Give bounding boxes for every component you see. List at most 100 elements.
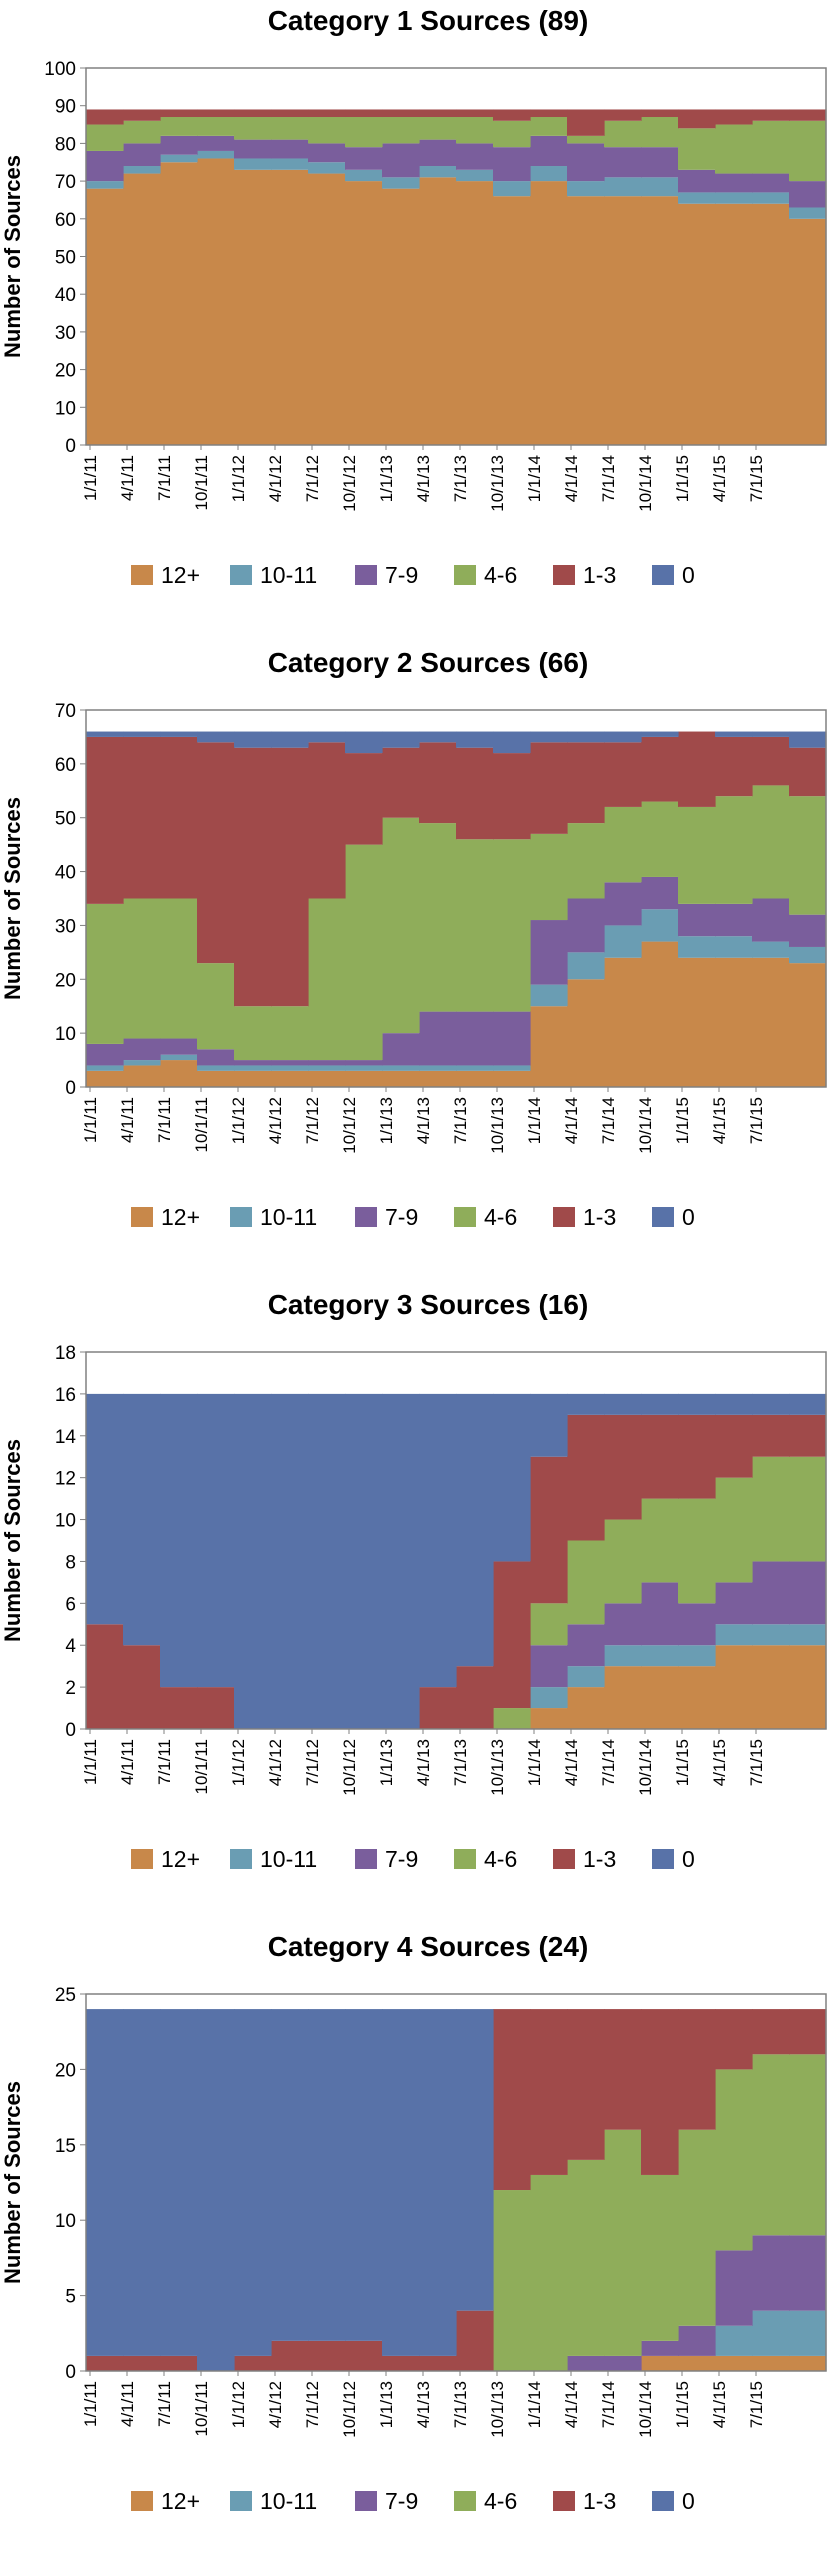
area-segment bbox=[345, 181, 383, 445]
y-tick-label: 2 bbox=[65, 1678, 76, 1699]
y-tick-label: 8 bbox=[65, 1552, 76, 1573]
area-segment bbox=[419, 1070, 457, 1087]
chart-title: Category 4 Sources (24) bbox=[268, 1931, 589, 1962]
legend-swatch bbox=[652, 1207, 674, 1227]
x-tick-label: 1/1/11 bbox=[81, 1097, 100, 1143]
area-segment bbox=[641, 2009, 679, 2175]
area-segment bbox=[493, 2190, 531, 2371]
legend-swatch bbox=[652, 1849, 674, 1869]
area-segment bbox=[493, 196, 531, 445]
area-segment bbox=[419, 1393, 457, 1688]
area-segment bbox=[271, 2340, 309, 2371]
x-tick-label: 7/1/15 bbox=[747, 1739, 766, 1786]
chart-title: Category 3 Sources (16) bbox=[268, 1289, 589, 1320]
area-segment bbox=[789, 963, 827, 1087]
y-tick-label: 20 bbox=[55, 361, 76, 382]
area-segment bbox=[641, 109, 679, 118]
area-segment bbox=[234, 2009, 272, 2356]
series-0 bbox=[86, 731, 827, 754]
area-segment bbox=[567, 143, 605, 182]
y-tick-label: 0 bbox=[65, 1720, 76, 1741]
y-axis-label: Number of Sources bbox=[0, 2081, 25, 2284]
area-segment bbox=[678, 957, 716, 1087]
x-tick-label: 4/1/11 bbox=[118, 1739, 137, 1785]
area-segment bbox=[234, 1070, 272, 1087]
y-tick-label: 10 bbox=[55, 2211, 76, 2232]
area-segment bbox=[160, 736, 198, 899]
area-segment bbox=[678, 731, 716, 807]
area-segment bbox=[197, 2009, 235, 2371]
x-tick-label: 7/1/12 bbox=[303, 1739, 322, 1786]
area-segment bbox=[530, 1393, 568, 1457]
x-tick-label: 4/1/13 bbox=[414, 2381, 433, 2428]
legend-label: 12+ bbox=[161, 1204, 200, 1230]
x-tick-label: 7/1/12 bbox=[303, 455, 322, 502]
area-segment bbox=[271, 1393, 309, 1729]
series-7-9 bbox=[567, 2235, 827, 2371]
area-segment bbox=[752, 120, 790, 174]
legend-label: 7-9 bbox=[385, 1846, 418, 1872]
y-tick-label: 100 bbox=[44, 59, 76, 80]
legend-swatch bbox=[553, 565, 575, 585]
legend-swatch bbox=[454, 1849, 476, 1869]
series-7-9 bbox=[530, 1561, 827, 1688]
area-segment bbox=[641, 177, 679, 197]
legend-swatch bbox=[230, 2491, 252, 2511]
area-segment bbox=[604, 120, 642, 148]
area-segment bbox=[308, 117, 346, 144]
y-tick-label: 25 bbox=[55, 1985, 76, 2006]
area-segment bbox=[493, 753, 531, 840]
area-segment bbox=[678, 109, 716, 129]
area-segment bbox=[160, 1060, 198, 1087]
y-tick-label: 12 bbox=[55, 1469, 76, 1490]
series-12+ bbox=[641, 2355, 827, 2371]
series-4-6 bbox=[493, 2054, 827, 2371]
area-segment bbox=[345, 169, 383, 182]
area-segment bbox=[752, 1624, 790, 1646]
area-segment bbox=[530, 2174, 568, 2371]
x-tick-label: 4/1/11 bbox=[118, 455, 137, 501]
area-segment bbox=[345, 147, 383, 170]
area-segment bbox=[123, 1393, 161, 1646]
area-segment bbox=[678, 1603, 716, 1646]
legend-label: 12+ bbox=[161, 1846, 200, 1872]
area-segment bbox=[234, 1006, 272, 1061]
area-segment bbox=[641, 731, 679, 737]
area-segment bbox=[530, 117, 568, 136]
area-segment bbox=[86, 736, 124, 904]
area-segment bbox=[308, 2009, 346, 2341]
area-segment bbox=[789, 747, 827, 797]
area-segment bbox=[419, 1687, 457, 1729]
area-segment bbox=[345, 1060, 383, 1066]
legend-swatch bbox=[355, 2491, 377, 2511]
x-tick-label: 7/1/13 bbox=[451, 455, 470, 502]
area-segment bbox=[752, 2009, 790, 2055]
area-segment bbox=[715, 2009, 753, 2070]
area-segment bbox=[567, 1624, 605, 1667]
area-segment bbox=[234, 169, 272, 446]
area-segment bbox=[160, 1054, 198, 1061]
area-segment bbox=[234, 731, 272, 748]
legend-label: 10-11 bbox=[260, 1204, 317, 1230]
y-axis-label: Number of Sources bbox=[0, 797, 25, 1000]
x-tick-label: 1/1/13 bbox=[377, 455, 396, 502]
series-10-11 bbox=[715, 2310, 827, 2356]
area-segment bbox=[641, 736, 679, 802]
chart-title: Category 1 Sources (89) bbox=[268, 5, 589, 36]
area-segment bbox=[567, 731, 605, 743]
area-segment bbox=[197, 731, 235, 743]
area-segment bbox=[160, 1393, 198, 1688]
area-segment bbox=[197, 963, 235, 1050]
area-segment bbox=[197, 1687, 235, 1729]
area-segment bbox=[271, 747, 309, 1007]
legend-label: 4-6 bbox=[484, 2488, 517, 2514]
area-segment bbox=[789, 796, 827, 915]
area-segment bbox=[715, 1477, 753, 1583]
area-segment bbox=[752, 2355, 790, 2371]
area-segment bbox=[308, 898, 346, 1061]
area-segment bbox=[530, 1006, 568, 1087]
x-tick-label: 4/1/15 bbox=[710, 1739, 729, 1786]
area-segment bbox=[567, 742, 605, 824]
area-segment bbox=[493, 1708, 531, 1729]
